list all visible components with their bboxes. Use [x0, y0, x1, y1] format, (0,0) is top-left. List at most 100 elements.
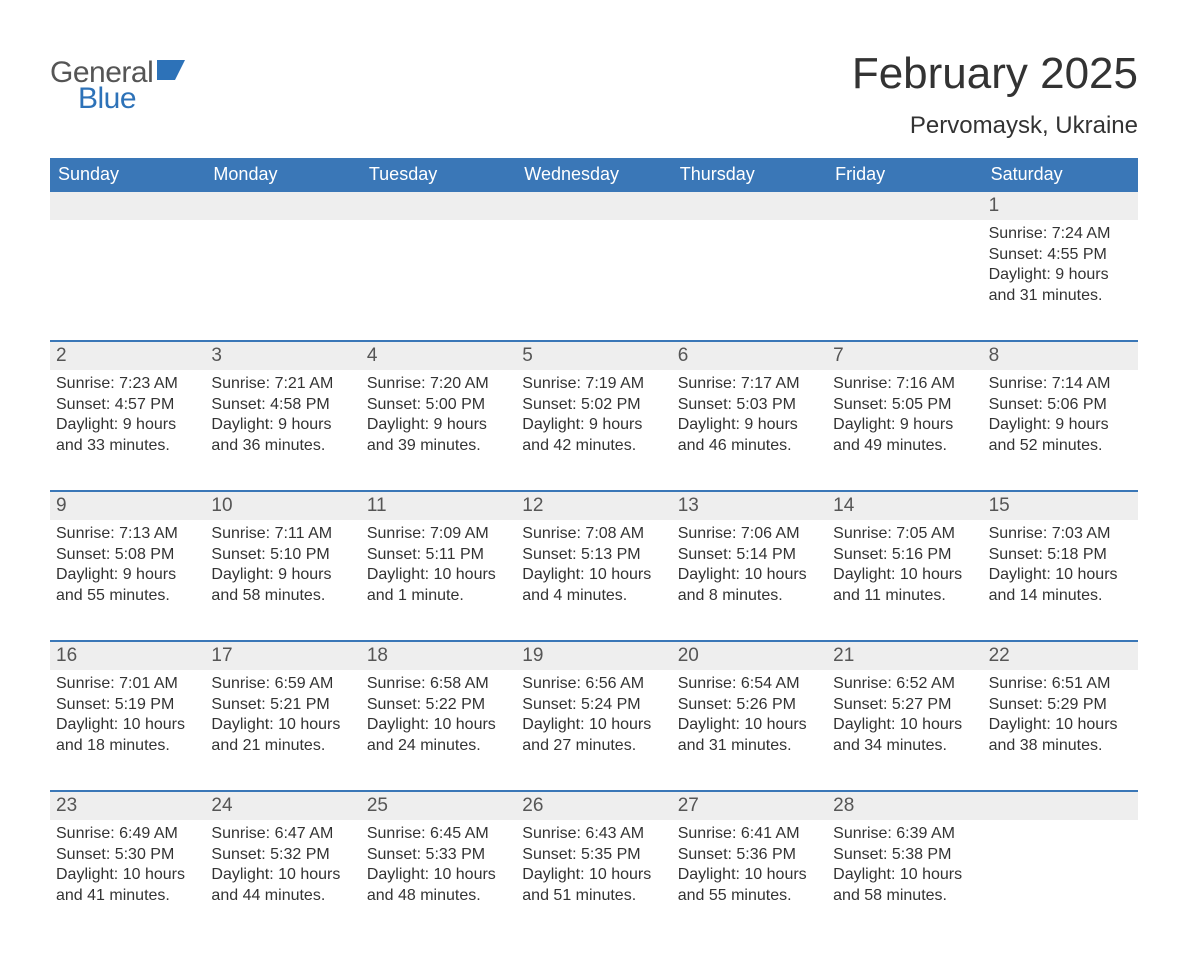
day-detail: Sunrise: 7:14 AMSunset: 5:06 PMDaylight:… [983, 370, 1138, 474]
day-number [983, 792, 1138, 820]
daylight-text: Daylight: 9 hours and 55 minutes. [56, 565, 199, 606]
daylight-text: Daylight: 10 hours and 41 minutes. [56, 865, 199, 906]
daylight-text: Daylight: 10 hours and 1 minute. [367, 565, 510, 606]
sunrise-text: Sunrise: 7:14 AM [989, 374, 1132, 394]
daylight-text: Daylight: 10 hours and 34 minutes. [833, 715, 976, 756]
sunrise-text: Sunrise: 6:45 AM [367, 824, 510, 844]
day-number: 7 [827, 342, 982, 370]
day-detail: Sunrise: 7:23 AMSunset: 4:57 PMDaylight:… [50, 370, 205, 474]
sunrise-text: Sunrise: 7:19 AM [522, 374, 665, 394]
day-number: 13 [672, 492, 827, 520]
day-number: 10 [205, 492, 360, 520]
week-row: 9101112131415Sunrise: 7:13 AMSunset: 5:0… [50, 490, 1138, 624]
location-label: Pervomaysk, Ukraine [852, 112, 1138, 140]
daylight-text: Daylight: 9 hours and 58 minutes. [211, 565, 354, 606]
daylight-text: Daylight: 10 hours and 11 minutes. [833, 565, 976, 606]
sunset-text: Sunset: 5:16 PM [833, 545, 976, 565]
daynum-band: 9101112131415 [50, 492, 1138, 520]
day-detail: Sunrise: 7:24 AMSunset: 4:55 PMDaylight:… [983, 220, 1138, 324]
week-spacer [50, 474, 1138, 490]
day-detail: Sunrise: 6:49 AMSunset: 5:30 PMDaylight:… [50, 820, 205, 924]
weekday-thursday: Thursday [672, 158, 827, 192]
sunrise-text: Sunrise: 7:20 AM [367, 374, 510, 394]
day-number: 23 [50, 792, 205, 820]
sunrise-text: Sunrise: 6:43 AM [522, 824, 665, 844]
day-detail: Sunrise: 7:03 AMSunset: 5:18 PMDaylight:… [983, 520, 1138, 624]
day-number: 27 [672, 792, 827, 820]
weekday-tuesday: Tuesday [361, 158, 516, 192]
detail-band: Sunrise: 7:01 AMSunset: 5:19 PMDaylight:… [50, 670, 1138, 774]
daylight-text: Daylight: 9 hours and 31 minutes. [989, 265, 1132, 306]
day-detail [672, 220, 827, 324]
day-detail [983, 820, 1138, 924]
day-number: 28 [827, 792, 982, 820]
sunrise-text: Sunrise: 7:03 AM [989, 524, 1132, 544]
daynum-band: 2345678 [50, 342, 1138, 370]
week-row: 1Sunrise: 7:24 AMSunset: 4:55 PMDaylight… [50, 192, 1138, 324]
daylight-text: Daylight: 9 hours and 36 minutes. [211, 415, 354, 456]
day-number: 14 [827, 492, 982, 520]
sunrise-text: Sunrise: 7:16 AM [833, 374, 976, 394]
day-number: 26 [516, 792, 671, 820]
sunset-text: Sunset: 4:55 PM [989, 245, 1132, 265]
daylight-text: Daylight: 10 hours and 55 minutes. [678, 865, 821, 906]
day-detail [516, 220, 671, 324]
sunset-text: Sunset: 5:05 PM [833, 395, 976, 415]
daylight-text: Daylight: 10 hours and 58 minutes. [833, 865, 976, 906]
sunset-text: Sunset: 5:27 PM [833, 695, 976, 715]
sunset-text: Sunset: 5:14 PM [678, 545, 821, 565]
day-detail: Sunrise: 6:45 AMSunset: 5:33 PMDaylight:… [361, 820, 516, 924]
sunrise-text: Sunrise: 6:47 AM [211, 824, 354, 844]
sunrise-text: Sunrise: 7:13 AM [56, 524, 199, 544]
sunset-text: Sunset: 5:22 PM [367, 695, 510, 715]
day-number [827, 192, 982, 220]
day-number: 18 [361, 642, 516, 670]
day-detail: Sunrise: 6:51 AMSunset: 5:29 PMDaylight:… [983, 670, 1138, 774]
sunset-text: Sunset: 5:33 PM [367, 845, 510, 865]
sunset-text: Sunset: 5:26 PM [678, 695, 821, 715]
sunrise-text: Sunrise: 7:05 AM [833, 524, 976, 544]
daynum-band: 16171819202122 [50, 642, 1138, 670]
daylight-text: Daylight: 10 hours and 4 minutes. [522, 565, 665, 606]
month-title: February 2025 [852, 50, 1138, 98]
day-number: 21 [827, 642, 982, 670]
sunset-text: Sunset: 5:11 PM [367, 545, 510, 565]
sunrise-text: Sunrise: 7:17 AM [678, 374, 821, 394]
detail-band: Sunrise: 7:23 AMSunset: 4:57 PMDaylight:… [50, 370, 1138, 474]
day-detail: Sunrise: 6:58 AMSunset: 5:22 PMDaylight:… [361, 670, 516, 774]
sunrise-text: Sunrise: 7:08 AM [522, 524, 665, 544]
week-spacer [50, 624, 1138, 640]
weekday-saturday: Saturday [983, 158, 1138, 192]
day-detail: Sunrise: 7:21 AMSunset: 4:58 PMDaylight:… [205, 370, 360, 474]
day-number: 12 [516, 492, 671, 520]
day-detail: Sunrise: 7:19 AMSunset: 5:02 PMDaylight:… [516, 370, 671, 474]
day-detail: Sunrise: 7:01 AMSunset: 5:19 PMDaylight:… [50, 670, 205, 774]
day-detail: Sunrise: 7:05 AMSunset: 5:16 PMDaylight:… [827, 520, 982, 624]
daylight-text: Daylight: 9 hours and 49 minutes. [833, 415, 976, 456]
sunset-text: Sunset: 4:57 PM [56, 395, 199, 415]
detail-band: Sunrise: 6:49 AMSunset: 5:30 PMDaylight:… [50, 820, 1138, 924]
sunrise-text: Sunrise: 7:21 AM [211, 374, 354, 394]
sunset-text: Sunset: 5:08 PM [56, 545, 199, 565]
sunrise-text: Sunrise: 7:06 AM [678, 524, 821, 544]
sunset-text: Sunset: 5:24 PM [522, 695, 665, 715]
sunrise-text: Sunrise: 6:49 AM [56, 824, 199, 844]
day-number: 25 [361, 792, 516, 820]
daynum-band: 232425262728 [50, 792, 1138, 820]
daylight-text: Daylight: 10 hours and 24 minutes. [367, 715, 510, 756]
daylight-text: Daylight: 10 hours and 8 minutes. [678, 565, 821, 606]
calendar-grid: Sunday Monday Tuesday Wednesday Thursday… [50, 158, 1138, 924]
day-detail: Sunrise: 6:56 AMSunset: 5:24 PMDaylight:… [516, 670, 671, 774]
sunrise-text: Sunrise: 6:51 AM [989, 674, 1132, 694]
day-number [361, 192, 516, 220]
sunset-text: Sunset: 5:06 PM [989, 395, 1132, 415]
day-number: 15 [983, 492, 1138, 520]
day-detail: Sunrise: 6:39 AMSunset: 5:38 PMDaylight:… [827, 820, 982, 924]
detail-band: Sunrise: 7:24 AMSunset: 4:55 PMDaylight:… [50, 220, 1138, 324]
day-detail: Sunrise: 6:52 AMSunset: 5:27 PMDaylight:… [827, 670, 982, 774]
daylight-text: Daylight: 9 hours and 46 minutes. [678, 415, 821, 456]
day-detail: Sunrise: 7:13 AMSunset: 5:08 PMDaylight:… [50, 520, 205, 624]
sunset-text: Sunset: 5:19 PM [56, 695, 199, 715]
sunset-text: Sunset: 5:38 PM [833, 845, 976, 865]
sunrise-text: Sunrise: 6:59 AM [211, 674, 354, 694]
